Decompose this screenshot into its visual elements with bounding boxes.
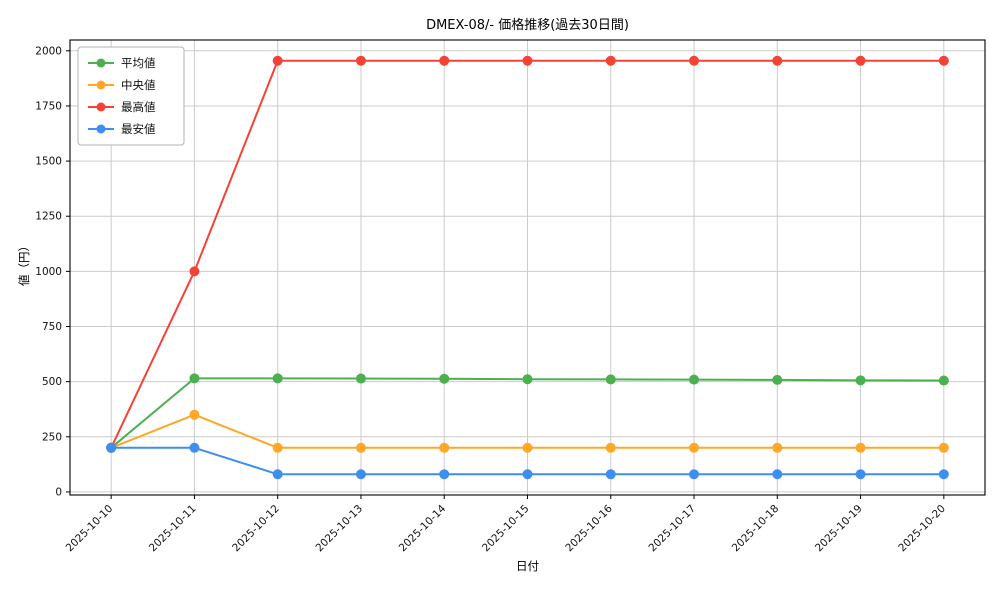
legend-label: 平均値 (121, 56, 156, 70)
grid (70, 40, 985, 495)
data-point-marker (605, 55, 616, 66)
x-tick-label: 2025-10-20 (896, 503, 948, 555)
y-tick-label: 1750 (35, 100, 62, 112)
data-point-marker (272, 442, 283, 453)
data-point-marker (355, 55, 366, 66)
x-tick-label: 2025-10-12 (230, 503, 282, 555)
data-point-marker (522, 55, 533, 66)
data-point-marker (522, 442, 533, 453)
data-point-marker (355, 442, 366, 453)
legend-box (77, 46, 185, 146)
data-point-marker (189, 442, 200, 453)
x-tick-label: 2025-10-18 (730, 503, 782, 555)
y-tick-label: 500 (42, 376, 62, 388)
data-point-marker (605, 374, 616, 385)
data-point-marker (272, 373, 283, 384)
x-axis: 2025-10-10 2025-10-11 2025-10-12 2025-10-13… (64, 495, 948, 554)
data-point-marker (772, 442, 783, 453)
legend-item: 中央値 (88, 78, 156, 92)
series-2 (106, 55, 949, 453)
data-point-marker (439, 442, 450, 453)
data-point-marker (439, 55, 450, 66)
x-tick-label: 2025-10-17 (647, 503, 699, 555)
data-point-marker (522, 469, 533, 480)
x-tick-label: 2025-10-14 (397, 502, 449, 554)
data-point-marker (938, 442, 949, 453)
y-axis: 0 250 500 750 1000 1250 1500 1750 2000 (35, 45, 70, 498)
legend-label: 最高値 (121, 100, 156, 114)
data-point-marker (772, 469, 783, 480)
data-point-marker (938, 469, 949, 480)
legend-marker-swatch (96, 124, 106, 134)
data-point-marker (605, 469, 616, 480)
x-tick-label: 2025-10-15 (480, 503, 532, 555)
legend-item: 最安値 (88, 122, 156, 136)
data-point-marker (689, 442, 700, 453)
legend-item: 最高値 (88, 100, 156, 114)
data-point-marker (855, 442, 866, 453)
series-0 (106, 373, 949, 453)
x-tick-label: 2025-10-16 (563, 502, 615, 554)
data-point-marker (272, 469, 283, 480)
legend-label: 最安値 (121, 122, 156, 136)
data-point-marker (605, 442, 616, 453)
y-tick-label: 0 (55, 486, 62, 498)
data-point-marker (938, 375, 949, 386)
data-point-marker (689, 469, 700, 480)
data-point-marker (772, 374, 783, 385)
x-tick-label: 2025-10-19 (813, 503, 865, 555)
data-point-marker (855, 469, 866, 480)
legend-label: 中央値 (121, 78, 156, 92)
data-point-marker (106, 442, 117, 453)
data-point-marker (355, 373, 366, 384)
data-point-marker (355, 469, 366, 480)
x-axis-label: 日付 (516, 559, 539, 573)
data-point-marker (189, 373, 200, 384)
x-tick-label: 2025-10-13 (313, 503, 365, 555)
data-point-marker (689, 55, 700, 66)
data-point-marker (855, 375, 866, 386)
data-point-marker (439, 373, 450, 384)
y-axis-label: 値（円） (17, 240, 31, 286)
data-point-marker (938, 55, 949, 66)
y-tick-label: 1500 (35, 156, 62, 168)
legend-marker-swatch (96, 80, 106, 90)
data-point-marker (272, 55, 283, 66)
data-point-marker (522, 374, 533, 385)
y-tick-label: 1000 (35, 266, 62, 278)
series-3 (106, 442, 949, 480)
y-tick-label: 1250 (35, 211, 62, 223)
legend-marker-swatch (96, 58, 106, 68)
x-tick-label: 2025-10-10 (64, 503, 116, 555)
y-tick-label: 750 (42, 321, 62, 333)
data-point-marker (772, 55, 783, 66)
y-tick-label: 2000 (35, 45, 62, 57)
data-point-marker (439, 469, 450, 480)
chart-title: DMEX-08/- 価格推移(過去30日間) (426, 18, 629, 33)
data-point-marker (189, 266, 200, 277)
series-1 (106, 409, 949, 453)
data-point-marker (189, 409, 200, 420)
legend-item: 平均値 (88, 56, 156, 70)
legend-marker-swatch (96, 102, 106, 112)
y-tick-label: 250 (42, 431, 62, 443)
x-tick-label: 2025-10-11 (147, 503, 199, 555)
data-point-marker (855, 55, 866, 66)
data-point-marker (689, 374, 700, 385)
